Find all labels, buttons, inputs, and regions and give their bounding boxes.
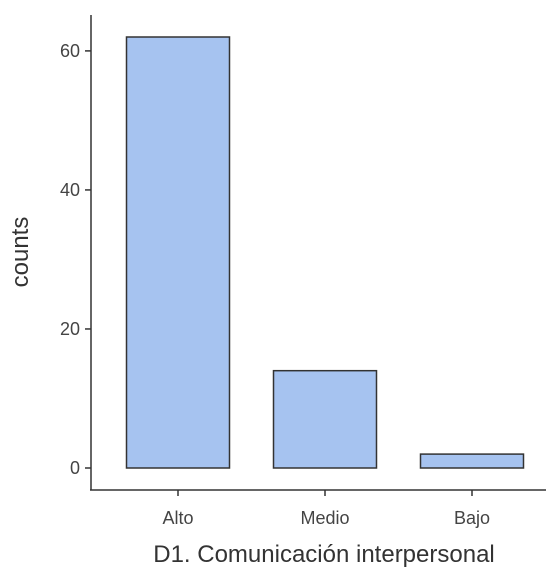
bar-alto (125, 36, 231, 469)
x-axis-title: D1. Comunicación interpersonal (153, 541, 495, 568)
y-tick-label: 60 (60, 41, 80, 61)
x-tick-label: Medio (300, 508, 349, 528)
y-ticks-group: 0 20 40 60 (60, 41, 91, 478)
y-axis-title: counts (7, 217, 34, 288)
y-tick-label: 0 (70, 458, 80, 478)
x-tick-label: Alto (162, 508, 193, 528)
y-tick-label: 20 (60, 319, 80, 339)
bars-group (125, 36, 525, 469)
x-ticks-group: Alto Medio Bajo (162, 490, 490, 528)
bar-medio (272, 369, 378, 469)
x-tick-label: Bajo (454, 508, 490, 528)
bar-bajo (419, 453, 525, 469)
y-tick-label: 40 (60, 180, 80, 200)
